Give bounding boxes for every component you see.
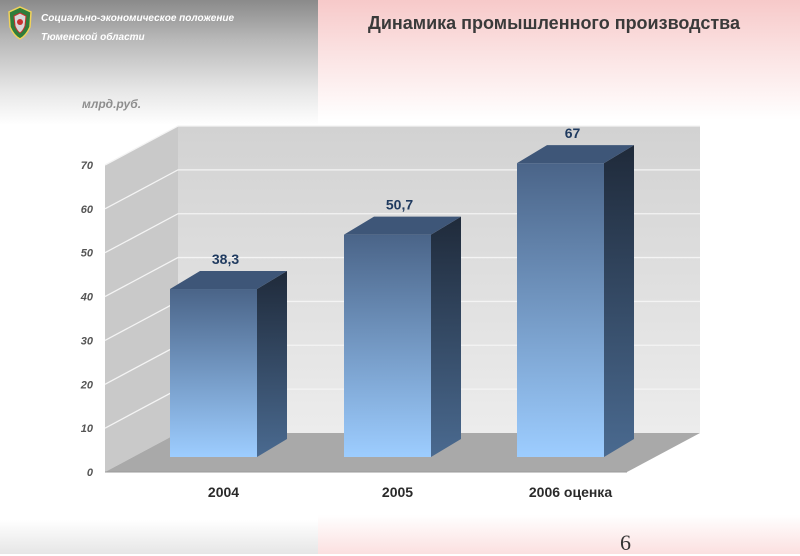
bar-value-label: 67 — [565, 125, 581, 141]
y-tick-label: 10 — [81, 423, 94, 435]
y-tick-label: 40 — [80, 292, 94, 304]
y-tick-label: 60 — [81, 204, 94, 216]
bar-top — [344, 216, 461, 235]
x-tick-label: 2004 — [208, 484, 239, 500]
bar-front — [344, 234, 431, 457]
bar-side — [257, 271, 287, 457]
y-tick-label: 30 — [81, 335, 94, 347]
bar-value-label: 38,3 — [212, 251, 239, 267]
organization-line-1: Социально-экономическое положение — [41, 13, 235, 24]
bar-front — [517, 163, 604, 457]
y-axis-unit-label: млрд.руб. — [82, 97, 142, 111]
y-tick-label: 0 — [87, 467, 94, 479]
x-tick-label: 2006 оценка — [529, 484, 612, 500]
x-tick-label: 2005 — [382, 484, 413, 500]
bar-side — [431, 216, 461, 457]
gridline — [104, 125, 700, 166]
chart-side-wall — [105, 126, 178, 472]
bar-top — [170, 271, 287, 290]
bar-side — [604, 145, 634, 457]
organization-line-2: Тюменской области — [41, 32, 145, 43]
slide-title: Динамика промышленного производства — [368, 13, 741, 33]
bar-top — [517, 145, 634, 164]
y-tick-label: 20 — [80, 379, 94, 391]
page-number: 6 — [620, 530, 631, 555]
bar-front — [170, 289, 257, 457]
bar-value-label: 50,7 — [386, 197, 413, 213]
organization-name: Социально-экономическое положение Тюменс… — [41, 9, 234, 47]
y-tick-label: 50 — [81, 248, 94, 260]
y-tick-label: 70 — [81, 160, 94, 172]
coat-of-arms-icon — [8, 6, 32, 40]
